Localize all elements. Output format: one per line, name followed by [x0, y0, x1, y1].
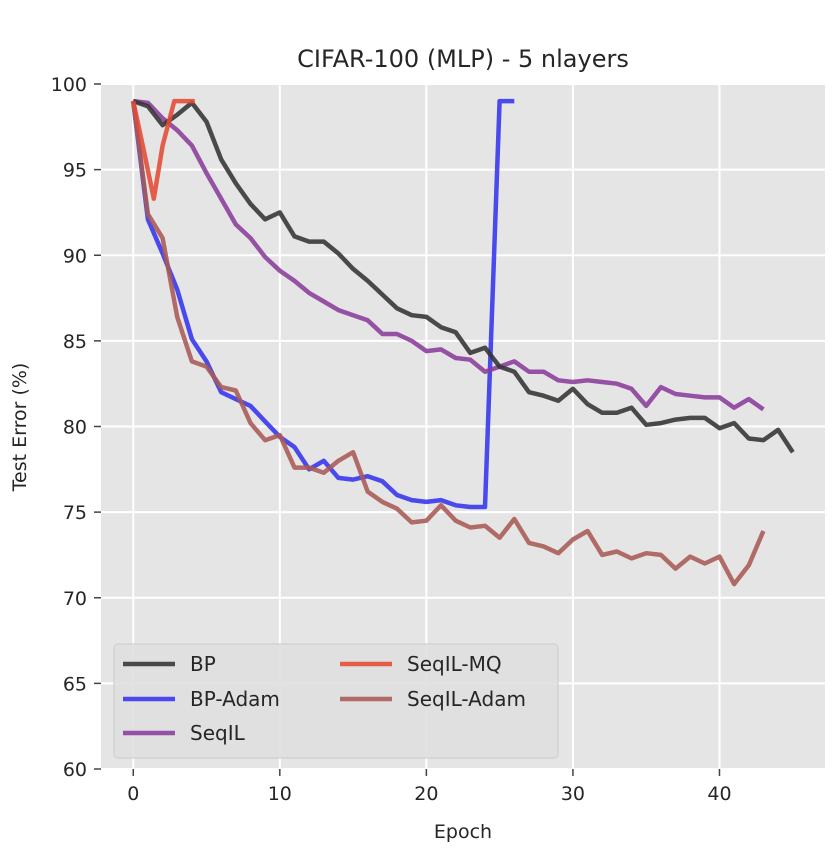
y-tick-label: 60	[63, 759, 87, 781]
series-line-seqil	[132, 98, 765, 412]
chart-title: CIFAR-100 (MLP) - 5 nlayers	[297, 45, 629, 73]
x-tick-label: 20	[414, 783, 438, 805]
legend-label: SeqIL-MQ	[407, 652, 502, 676]
legend-label: BP	[190, 652, 216, 676]
x-tick-label: 10	[268, 783, 292, 805]
legend-label: BP-Adam	[190, 687, 280, 711]
series-line-seqil-adam	[130, 100, 766, 587]
series-line-bp-adam	[130, 98, 515, 510]
y-tick-label: 90	[63, 245, 87, 267]
y-tick-label: 100	[51, 74, 87, 96]
y-tick-label: 85	[63, 331, 87, 353]
legend-box	[113, 643, 559, 759]
legend-label: SeqIL-Adam	[407, 687, 526, 711]
y-tick-label: 70	[63, 588, 87, 610]
x-axis-label: Epoch	[434, 821, 492, 843]
y-tick-label: 80	[63, 417, 87, 439]
y-axis-label: Test Error (%)	[9, 363, 31, 493]
series-line-bp	[132, 98, 795, 454]
series-lines	[130, 98, 795, 587]
legend-label: SeqIL	[190, 721, 246, 745]
y-tick-label: 95	[63, 160, 87, 182]
axes: 0 10 20 30 40 60 65 70 75 80 85 90 95 100	[51, 74, 732, 805]
x-tick-label: 0	[127, 783, 139, 805]
y-tick-label: 75	[63, 502, 87, 524]
legend: BP SeqIL-MQ BP-Adam SeqIL-Adam SeqIL	[113, 643, 559, 759]
series-line-seqil-mq	[131, 98, 195, 201]
y-tick-label: 65	[63, 673, 87, 695]
x-tick-label: 30	[561, 783, 585, 805]
x-tick-label: 40	[707, 783, 731, 805]
